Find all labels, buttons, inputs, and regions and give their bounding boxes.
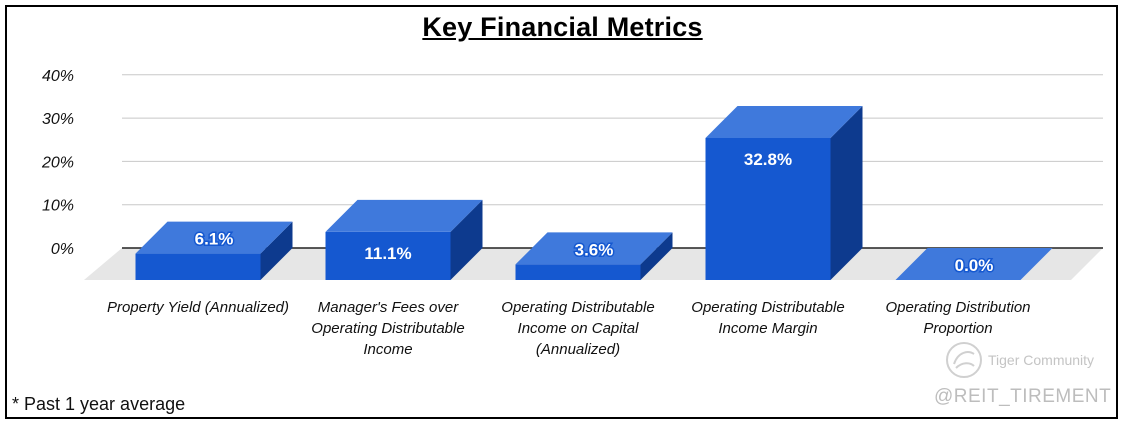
bar-top [325,199,483,232]
x-tick-label: Operating Distributable [501,299,654,316]
x-tick-label: (Annualized) [536,341,620,358]
data-label: 32.8% [744,150,792,169]
x-tick-label: Operating Distributable [691,299,844,316]
data-label: 0.0% [955,256,994,275]
footnote: * Past 1 year average [12,394,186,414]
data-label: 3.6% [575,240,614,259]
data-label: 11.1% [364,244,411,263]
x-tick-label: Proportion [923,320,992,337]
x-tick-label: Income [363,341,412,358]
y-tick-label: 30% [42,111,74,128]
bar-side [640,232,673,280]
x-tick-label: Operating Distribution [885,299,1030,316]
chart-title: Key Financial Metrics [422,12,703,42]
tiger-logo-icon [946,342,982,378]
y-tick-label: 20% [41,154,74,171]
bar-side [830,105,863,280]
bar-top [705,105,863,138]
watermark-handle: @REIT_TIREMENT [934,386,1112,407]
bar-top [135,221,293,254]
bar [325,231,451,280]
bar [515,264,641,280]
chart-frame [5,5,1118,419]
y-tick-label: 0% [51,241,74,258]
x-tick-label: Property Yield (Annualized) [107,299,289,316]
x-tick-label: Operating Distributable [311,320,464,337]
x-tick-label: Income on Capital [518,320,640,337]
data-label: 6.1% [195,230,234,249]
bar-side [260,221,293,280]
bar [135,253,261,280]
y-tick-label: 40% [42,68,74,85]
y-tick-label: 10% [42,198,74,215]
x-tick-label: Manager's Fees over [318,299,459,316]
bar-top [895,248,1053,280]
x-tick-label: Income Margin [718,320,817,337]
watermark-brand: Tiger Community [988,352,1095,368]
bar-top [515,232,673,265]
bar [705,137,831,280]
bar-side [450,199,483,280]
